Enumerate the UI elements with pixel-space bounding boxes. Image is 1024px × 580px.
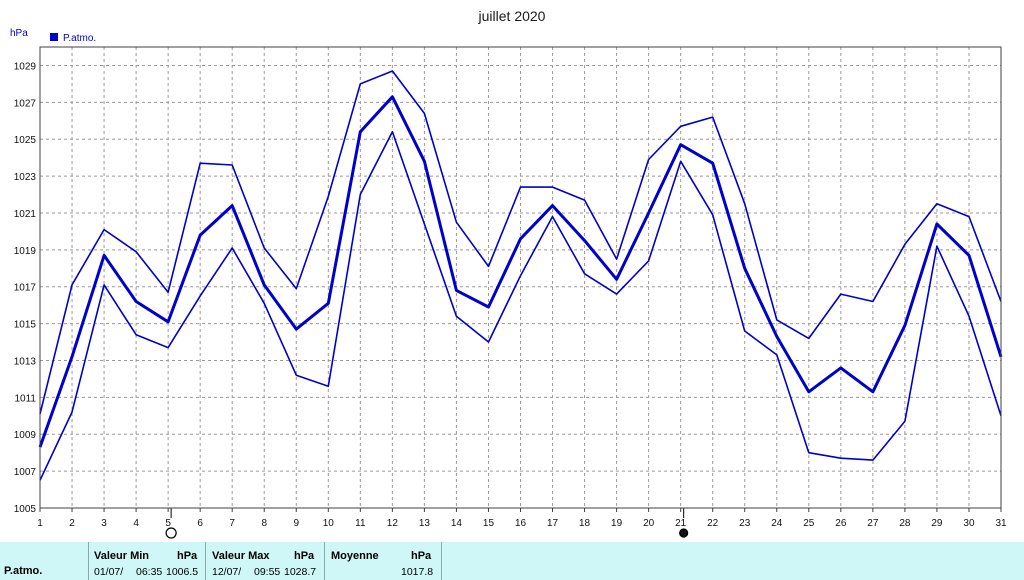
x-tick-label: 5 [165,518,171,529]
series-lines [38,70,1003,481]
plot-frame [39,46,1002,509]
stat-max-date: 12/07/ [212,566,242,578]
x-tick-label: 16 [515,518,527,529]
stats-row-label-cell: P.atmo. [0,542,88,580]
y-tick-label: 1027 [14,98,37,109]
stat-min-date: 01/07/ [94,566,124,578]
x-tick-label: 27 [867,518,879,529]
stats-row-label: P.atmo. [4,565,43,577]
x-tick-label: 8 [261,518,267,529]
x-tick-label: 1 [37,518,43,529]
series-line-moyenne [38,95,1003,448]
y-axis-unit: hPa [10,28,28,39]
x-tick-label: 21 [675,518,687,529]
y-tick-label: 1015 [14,320,37,331]
stat-min-time: 06:35 [136,566,163,578]
y-tick-label: 1017 [14,283,37,294]
x-tick-label: 12 [387,518,399,529]
y-tick-label: 1009 [14,430,37,441]
y-tick-label: 1021 [14,209,37,220]
y-tick-label: 1019 [14,246,37,257]
full-moon-icon [165,527,177,539]
stat-max-value: 1028.7 [284,566,317,578]
x-axis-ticks: 1 2 3 4 5 6 7 8 9 10 11 12 13 14 15 16 17 18 19 20 21 22 23 24 2… [37,508,1007,529]
chart-title: juillet 2020 [478,8,546,24]
x-tick-label: 31 [995,518,1007,529]
series-line-max [39,70,1002,415]
stats-panel: P.atmo. Valeur Min hPa 01/07/ 06:35 1006… [0,542,1024,580]
x-tick-label: 3 [101,518,107,529]
pressure-chart: juillet 2020 hPa P.atmo. 100510071009101… [10,8,1007,539]
stat-min-header: Valeur Min [94,550,150,562]
stat-max: Valeur Max hPa 12/07/ 09:55 1028.7 [205,542,324,580]
x-tick-label: 30 [963,518,975,529]
x-tick-label: 25 [803,518,815,529]
y-tick-label: 1013 [14,356,37,367]
stat-avg-value: 1017.8 [401,566,434,578]
series-line-min [39,131,1002,481]
x-tick-label: 18 [579,518,591,529]
x-tick-label: 19 [611,518,623,529]
y-axis-ticks: 1005 1007 1009 1011 1013 1015 1017 1019 1021 1023… [14,61,37,515]
x-tick-label: 26 [835,518,847,529]
y-tick-label: 1011 [14,393,36,404]
new-moon-icon [679,528,689,538]
stat-max-unit: hPa [294,550,315,562]
stat-max-time: 09:55 [254,566,281,578]
stat-min-value: 1006.5 [166,566,199,578]
stat-min: Valeur Min hPa 01/07/ 06:35 1006.5 [88,542,205,580]
x-tick-label: 6 [197,518,203,529]
stat-avg-unit: hPa [411,550,432,562]
x-tick-label: 15 [483,518,495,529]
stat-avg: Moyenne hPa 1017.8 [324,542,442,580]
x-tick-label: 17 [547,518,559,529]
x-tick-label: 4 [133,518,139,529]
legend-swatch [50,33,58,41]
y-tick-label: 1007 [14,467,37,478]
x-tick-label: 22 [707,518,719,529]
legend-label: P.atmo. [63,33,96,44]
x-tick-label: 28 [899,518,911,529]
x-tick-label: 29 [931,518,943,529]
moon-phase-markers [165,508,689,539]
y-tick-label: 1029 [14,61,37,72]
x-tick-label: 24 [771,518,783,529]
y-tick-label: 1023 [14,172,37,183]
x-tick-label: 9 [293,518,299,529]
y-tick-label: 1005 [14,504,37,515]
x-tick-label: 10 [323,518,335,529]
stat-min-unit: hPa [177,550,198,562]
stat-max-header: Valeur Max [212,550,270,562]
stat-avg-header: Moyenne [331,550,379,562]
x-tick-label: 23 [739,518,751,529]
x-tick-label: 14 [451,518,463,529]
x-tick-label: 2 [69,518,75,529]
y-tick-label: 1025 [14,135,37,146]
x-tick-label: 13 [419,518,431,529]
x-tick-label: 20 [643,518,655,529]
x-tick-label: 11 [355,518,366,529]
x-tick-label: 7 [229,518,235,529]
